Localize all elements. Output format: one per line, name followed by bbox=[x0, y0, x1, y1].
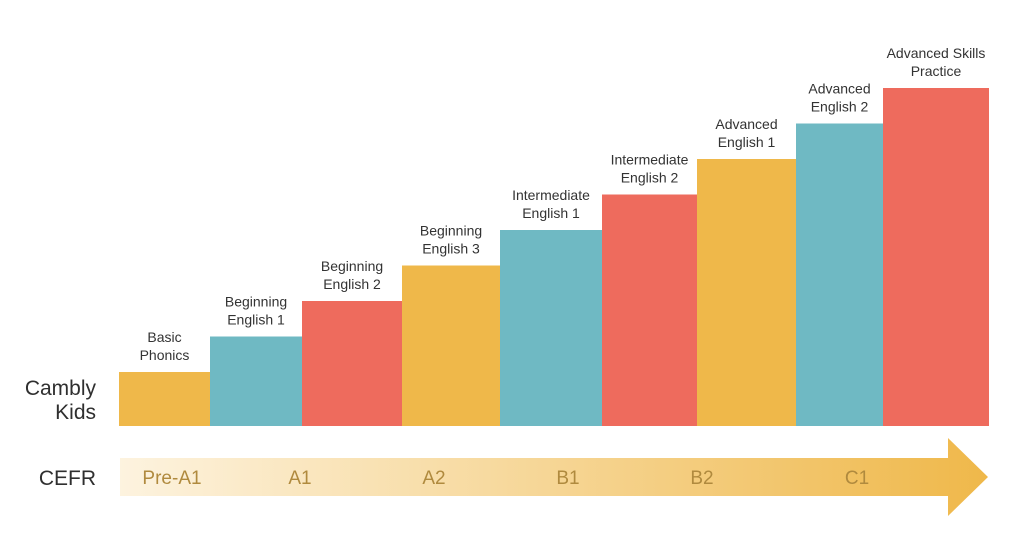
bar-8-label-line-2: English 2 bbox=[811, 99, 869, 115]
bar-5 bbox=[500, 230, 602, 426]
cambly-kids-label-line-1: Cambly bbox=[25, 377, 97, 400]
bar-4-label-line-2: English 3 bbox=[422, 241, 480, 257]
cefr-level-b1: B1 bbox=[556, 468, 579, 489]
cefr-progress-arrow bbox=[120, 438, 988, 516]
bar-7 bbox=[697, 159, 796, 426]
bar-4-label-line-1: Beginning bbox=[420, 223, 482, 239]
bar-1 bbox=[119, 372, 210, 426]
bar-6-label-line-1: Intermediate bbox=[611, 152, 689, 168]
bar-2 bbox=[210, 336, 302, 426]
bar-6-label-line-2: English 2 bbox=[621, 170, 679, 186]
bar-4 bbox=[402, 265, 500, 426]
cefr-level-pre-a1: Pre-A1 bbox=[142, 468, 201, 489]
bar-1-label-line-1: Basic bbox=[147, 329, 181, 345]
bar-8 bbox=[796, 123, 883, 426]
bar-3-label-line-2: English 2 bbox=[323, 276, 381, 292]
bars-layer bbox=[119, 88, 989, 426]
bar-labels-layer: Basic Phonics Beginning English 1 Beginning E… bbox=[140, 45, 986, 363]
bar-3 bbox=[302, 301, 402, 426]
bar-2-label-line-1: Beginning bbox=[225, 294, 287, 310]
cefr-level-b2: B2 bbox=[690, 468, 713, 489]
bar-9-label-line-2: Practice bbox=[911, 63, 962, 79]
bar-6 bbox=[602, 194, 697, 426]
bar-9 bbox=[883, 88, 989, 426]
bar-5-label-line-1: Intermediate bbox=[512, 187, 590, 203]
cambly-kids-label-line-2: Kids bbox=[55, 401, 96, 424]
cefr-levels-layer: Pre-A1 A1 A2 B1 B2 C1 bbox=[142, 468, 869, 489]
bar-5-label-line-2: English 1 bbox=[522, 205, 580, 221]
cefr-row-label: CEFR bbox=[39, 467, 96, 490]
cefr-level-a1: A1 bbox=[288, 468, 311, 489]
bar-9-label-line-1: Advanced Skills bbox=[887, 45, 986, 61]
bar-2-label-line-2: English 1 bbox=[227, 312, 285, 328]
bar-7-label-line-1: Advanced bbox=[715, 116, 777, 132]
cefr-level-c1: C1 bbox=[845, 468, 869, 489]
bar-7-label-line-2: English 1 bbox=[718, 134, 776, 150]
cefr-level-a2: A2 bbox=[422, 468, 445, 489]
bar-3-label-line-1: Beginning bbox=[321, 258, 383, 274]
bar-8-label-line-1: Advanced bbox=[808, 81, 870, 97]
bar-1-label-line-2: Phonics bbox=[140, 347, 190, 363]
